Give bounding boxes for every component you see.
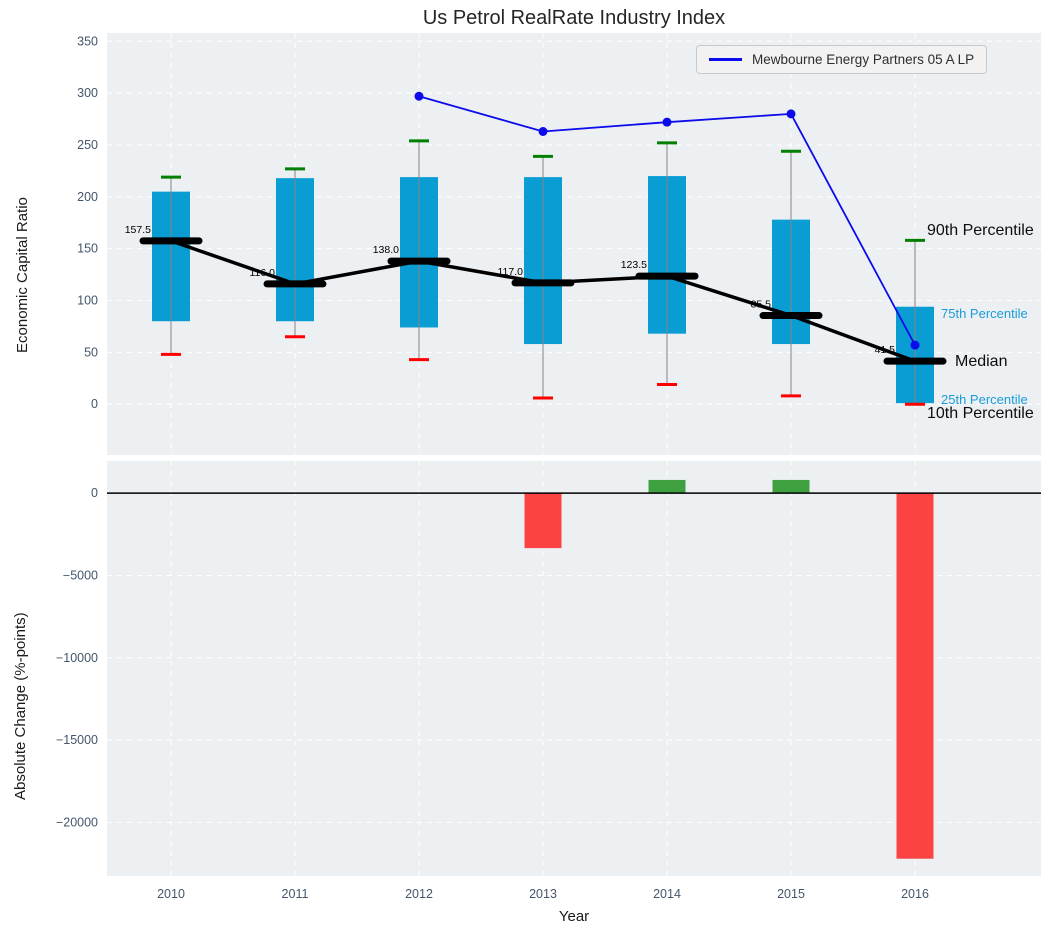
y-tick-label: 0 <box>91 397 98 411</box>
x-tick-label: 2013 <box>529 887 557 901</box>
median-value-label: 117.0 <box>498 266 524 278</box>
median-value-label: 123.5 <box>621 259 647 271</box>
company-marker <box>787 109 796 118</box>
legend-label: Mewbourne Energy Partners 05 A LP <box>752 52 974 67</box>
chart-canvas: 0 50 100 150 200 250 300 350 0 −5000 −10000 −15000 −… <box>0 0 1063 942</box>
x-tick-label: 2015 <box>777 887 805 901</box>
annotation-median: Median <box>955 353 1007 371</box>
annotation-90th-percentile: 90th Percentile <box>927 222 1034 240</box>
chart-title: Us Petrol RealRate Industry Index <box>107 7 1041 30</box>
y-tick-label: −10000 <box>56 651 98 665</box>
change-bar <box>897 493 934 859</box>
y-tick-label: 300 <box>77 86 98 100</box>
y-tick-label: 0 <box>91 486 98 500</box>
annotation-75th-percentile: 75th Percentile <box>941 306 1028 321</box>
company-marker <box>539 127 548 136</box>
x-axis-label: Year <box>107 908 1041 925</box>
y-tick-label: 350 <box>77 34 98 48</box>
change-bar <box>773 480 810 493</box>
median-value-label: 116.0 <box>250 267 276 279</box>
x-tick-label: 2010 <box>157 887 185 901</box>
y-tick-label: 200 <box>77 190 98 204</box>
median-value-label: 41.5 <box>875 344 896 356</box>
median-value-label: 138.0 <box>373 244 399 256</box>
x-tick-label: 2014 <box>653 887 681 901</box>
legend-line-sample <box>709 58 742 61</box>
top-y-axis-label: Economic Capital Ratio <box>14 197 31 353</box>
median-value-label: 85.5 <box>751 299 772 311</box>
change-bar <box>649 480 686 493</box>
y-tick-label: 100 <box>77 294 98 308</box>
x-tick-label: 2016 <box>901 887 929 901</box>
company-marker <box>415 92 424 101</box>
y-tick-label: 50 <box>84 345 98 359</box>
company-marker <box>911 341 920 350</box>
y-tick-label: −20000 <box>56 815 98 829</box>
y-tick-label: 250 <box>77 138 98 152</box>
y-tick-label: −15000 <box>56 733 98 747</box>
y-tick-label: −5000 <box>63 568 98 582</box>
median-value-label: 157.5 <box>125 224 151 236</box>
change-bar <box>525 493 562 548</box>
x-tick-label: 2011 <box>282 887 309 901</box>
legend: Mewbourne Energy Partners 05 A LP <box>696 45 987 74</box>
company-marker <box>663 118 672 127</box>
figure: Us Petrol RealRate Industry Index Econom… <box>0 0 1063 942</box>
y-tick-label: 150 <box>77 242 98 256</box>
x-tick-label: 2012 <box>405 887 433 901</box>
bottom-y-axis-label: Absolute Change (%-points) <box>12 612 29 800</box>
annotation-10th-percentile: 10th Percentile <box>927 405 1034 423</box>
